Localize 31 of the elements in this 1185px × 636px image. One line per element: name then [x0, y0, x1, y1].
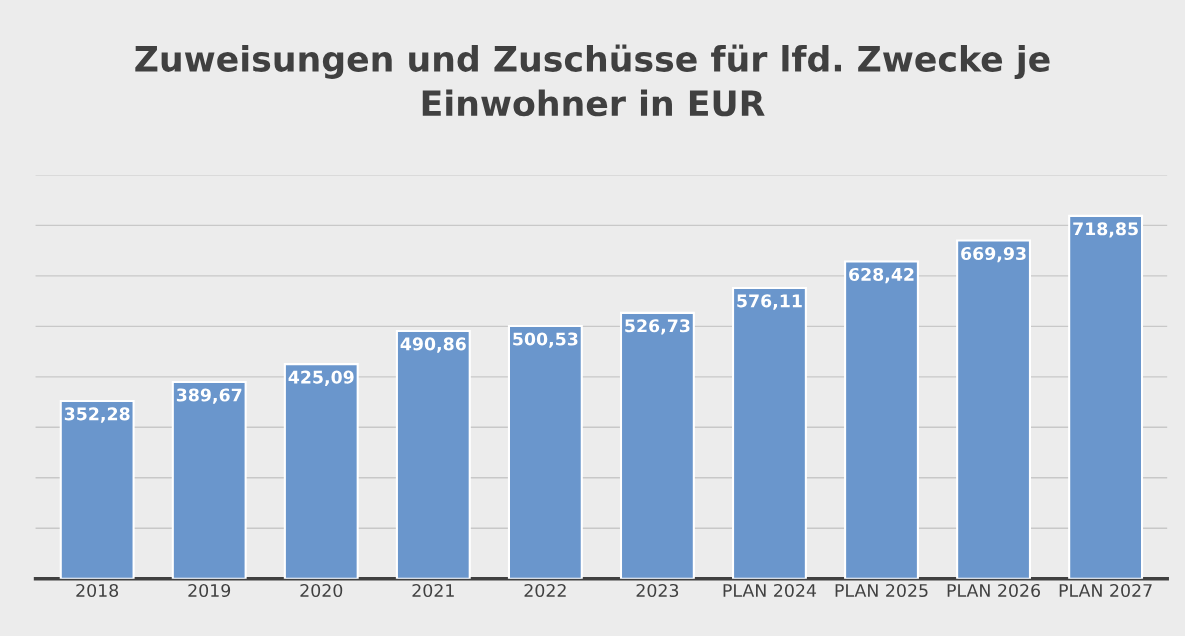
x-tick-label: 2019 — [188, 583, 231, 598]
x-tick-label: PLAN 2026 — [947, 583, 1041, 598]
bar — [395, 329, 471, 579]
x-tick-label: PLAN 2025 — [835, 583, 928, 598]
x-tick-label: 2022 — [524, 583, 566, 598]
bar — [732, 286, 807, 579]
data-label: 490,86 — [400, 337, 466, 353]
x-tick-label: 2020 — [300, 583, 343, 598]
data-label: 352,28 — [64, 407, 130, 423]
data-label: 628,42 — [849, 267, 914, 284]
data-label: 576,11 — [737, 294, 802, 310]
bar — [956, 239, 1032, 579]
data-label: 526,73 — [625, 319, 690, 335]
x-tick-label: PLAN 2027 — [1059, 583, 1152, 598]
bar — [59, 399, 135, 579]
x-tick-label: PLAN 2024 — [723, 583, 817, 598]
data-label: 389,67 — [176, 388, 242, 404]
bar — [844, 260, 919, 579]
bar — [619, 311, 695, 579]
bar — [1068, 214, 1144, 579]
data-label: 669,93 — [961, 246, 1026, 263]
bar — [507, 325, 583, 579]
bar — [283, 363, 359, 579]
x-tick-label: 2021 — [412, 583, 454, 598]
x-tick-label: 2018 — [76, 583, 119, 598]
bar — [171, 381, 247, 579]
data-label: 718,85 — [1073, 222, 1138, 238]
x-tick-label: 2023 — [636, 583, 679, 598]
data-label: 500,53 — [513, 332, 578, 348]
data-label: 425,09 — [288, 370, 354, 386]
chart-title: Zuweisungen und Zuschüsse für lfd. Zwecke je Einwohner in EUR — [135, 44, 1050, 117]
